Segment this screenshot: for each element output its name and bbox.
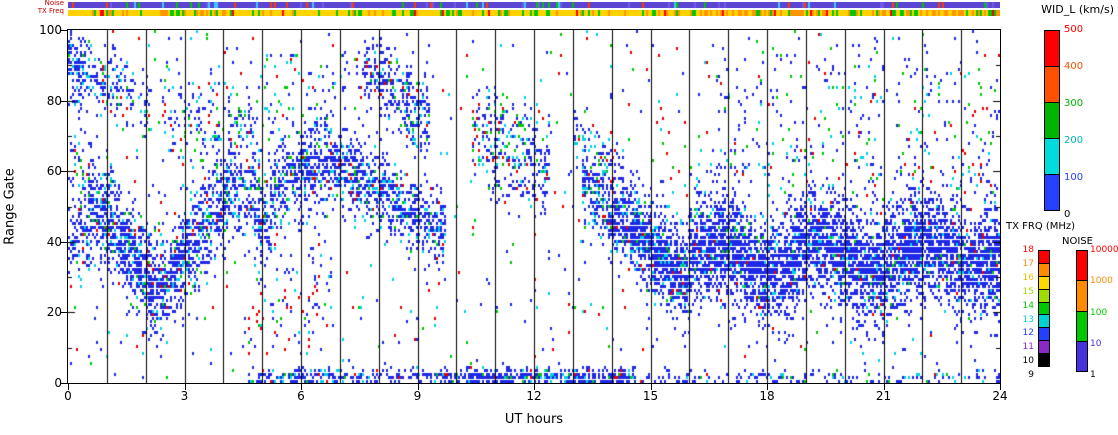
colorbar-segment: [1038, 250, 1050, 264]
colorbar-segment: [1038, 301, 1050, 316]
x-tick-label: 0: [64, 389, 72, 403]
txfreq-strip: [68, 10, 1000, 16]
colorbar-tick-label: 16: [1022, 272, 1034, 283]
y-tick-label: 100: [39, 23, 62, 37]
colorbar-tick-label: 200: [1064, 135, 1084, 146]
noise-colorbar-title: NOISE: [1062, 236, 1093, 247]
colorbar-tick-label: 9: [1028, 370, 1034, 381]
colorbar-segment: [1044, 30, 1060, 67]
colorbar-tick-label: 15: [1022, 286, 1034, 297]
noise-strip: [68, 2, 1000, 8]
wid-colorbar: [1044, 30, 1060, 211]
colorbar-segment: [1038, 353, 1050, 368]
x-tick-mark: [650, 384, 652, 390]
x-tick-label: 3: [180, 389, 189, 403]
colorbar-segment: [1038, 327, 1050, 342]
txfreq-strip-label: TX Freq: [37, 7, 64, 15]
wid-colorbar-title: WID_L (km/s): [1041, 3, 1114, 16]
colorbar-tick-label: 100: [1090, 307, 1108, 318]
colorbar-segment: [1076, 250, 1088, 282]
colorbar-segment: [1044, 174, 1060, 211]
rti-heatmap-canvas: [68, 30, 1000, 383]
colorbar-segment: [1044, 102, 1060, 139]
colorbar-tick-label: 13: [1022, 314, 1034, 325]
colorbar-segment: [1038, 275, 1050, 290]
x-tick-mark: [534, 384, 535, 390]
x-tick-mark: [301, 384, 302, 390]
x-axis-title: UT hours: [504, 412, 564, 427]
colorbar-tick-label: 18: [1022, 245, 1034, 255]
colorbar-tick-label: 17: [1022, 258, 1034, 269]
y-tick-label: 20: [46, 305, 62, 320]
x-tick-label: 21: [875, 389, 892, 403]
colorbar-segment: [1044, 66, 1060, 103]
y-tick-label: 0: [54, 376, 62, 390]
txfrq-colorbar: [1038, 250, 1050, 368]
colorbar-segment: [1038, 314, 1050, 329]
y-tick-mark: [61, 241, 67, 243]
colorbar-segment: [1076, 310, 1088, 342]
y-tick-label: 40: [46, 234, 62, 249]
colorbar-tick-label: 100: [1064, 172, 1084, 183]
colorbar-tick-label: 0: [1064, 209, 1071, 220]
x-tick-label: 24: [992, 389, 1008, 403]
x-tick-label: 6: [297, 389, 305, 403]
y-tick-mark: [61, 383, 67, 384]
x-tick-label: 9: [413, 389, 422, 403]
y-tick-label: 60: [46, 164, 62, 179]
x-tick-label: 15: [642, 389, 659, 403]
txfrq-colorbar-title: TX FRQ (MHz): [1006, 221, 1076, 232]
x-tick-mark: [68, 384, 69, 390]
plot-area: [67, 29, 1001, 384]
y-tick-mark: [61, 312, 67, 314]
x-tick-label: 18: [759, 389, 775, 403]
y-tick-mark: [61, 100, 67, 102]
x-tick-mark: [883, 384, 885, 390]
colorbar-tick-label: 10000: [1090, 245, 1118, 255]
y-tick-mark: [61, 30, 67, 31]
x-tick-mark: [417, 384, 419, 390]
noise-colorbar: [1076, 250, 1088, 372]
colorbar-segment: [1038, 288, 1050, 303]
x-tick-mark: [1000, 384, 1001, 390]
colorbar-tick-label: 11: [1022, 342, 1034, 353]
colorbar-tick-label: 300: [1064, 98, 1084, 109]
x-tick-mark: [184, 384, 186, 390]
colorbar-tick-label: 500: [1064, 24, 1084, 35]
colorbar-tick-label: 10: [1090, 338, 1102, 349]
y-tick-mark: [61, 171, 67, 173]
colorbar-segment: [1038, 262, 1050, 277]
colorbar-segment: [1044, 138, 1060, 175]
y-tick-label: 80: [46, 93, 62, 108]
noise-strip-label: Noise: [44, 0, 64, 7]
x-tick-mark: [767, 384, 768, 390]
colorbar-tick-label: 12: [1022, 328, 1034, 339]
colorbar-tick-label: 14: [1022, 300, 1034, 311]
colorbar-segment: [1038, 340, 1050, 355]
y-axis-title: Range Gate: [2, 168, 18, 245]
colorbar-tick-label: 1: [1090, 370, 1096, 380]
colorbar-tick-label: 10: [1022, 356, 1034, 367]
colorbar-segment: [1076, 280, 1088, 312]
x-tick-label: 12: [526, 389, 542, 403]
colorbar-tick-label: 400: [1064, 61, 1084, 72]
colorbar-tick-label: 1000: [1090, 276, 1113, 287]
colorbar-segment: [1076, 340, 1088, 372]
